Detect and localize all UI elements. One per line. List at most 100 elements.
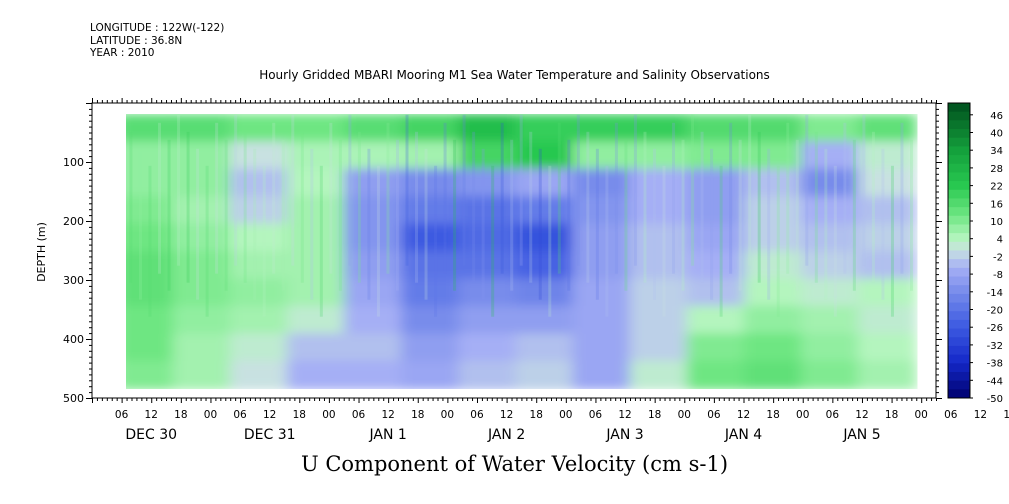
colorbar-band (948, 250, 970, 260)
heatmap-cell (401, 278, 461, 308)
heatmap-cell (229, 196, 290, 226)
colorbar-band (948, 103, 970, 113)
heatmap-cell (686, 141, 746, 171)
heatmap-streak (262, 165, 266, 317)
heatmap-cell (515, 305, 575, 336)
colorbar-band (948, 345, 970, 356)
heatmap-cell (801, 141, 861, 171)
heatmap-cell (344, 114, 404, 144)
heatmap-cell (858, 250, 918, 281)
plot-area (91, 102, 937, 399)
heatmap-streak (795, 139, 799, 291)
heatmap-cell (401, 333, 461, 363)
heatmap-cell (229, 168, 290, 199)
heatmap-cell (515, 360, 575, 389)
heatmap-cell (126, 168, 175, 199)
x-hour-label: 00 (559, 409, 572, 421)
heatmap-cell (458, 141, 518, 171)
colorbar-band (948, 259, 970, 269)
heatmap-cell (743, 278, 804, 308)
heatmap-streak (738, 139, 742, 291)
heatmap-streak (700, 131, 704, 283)
heatmap-cell (458, 196, 518, 226)
x-hour-label: 00 (441, 409, 454, 421)
heatmap-cell (572, 196, 632, 226)
heatmap-cell (401, 223, 461, 253)
heatmap-cell (515, 333, 575, 363)
heatmap-cell (686, 278, 746, 308)
heatmap-cell (743, 305, 804, 336)
colorbar-band (948, 111, 970, 121)
heatmap-cell (229, 278, 290, 308)
chart-title: Hourly Gridded MBARI Mooring M1 Sea Wate… (259, 68, 770, 82)
x-hour-label: 00 (678, 409, 691, 421)
heatmap-streak (453, 139, 457, 291)
heatmap-streak (424, 148, 428, 300)
colorbar-label: -8 (993, 270, 1003, 281)
heatmap-cell (686, 250, 746, 281)
colorbar-label: -32 (987, 341, 1003, 352)
heatmap-streak (557, 122, 561, 274)
heatmap-cell (743, 250, 804, 281)
heatmap-streak (500, 122, 504, 274)
heatmap-streak (367, 148, 371, 300)
heatmap-streak (776, 165, 780, 317)
heatmap-streak (253, 148, 257, 300)
heatmap-streak (576, 114, 580, 266)
heatmap-streak (757, 131, 761, 283)
heatmap-cell (572, 250, 632, 281)
heatmap-cell (344, 305, 404, 336)
colorbar-band (948, 215, 970, 225)
heatmap-streak (605, 165, 609, 317)
heatmap-cell (344, 196, 404, 226)
heatmap-cell (458, 360, 518, 389)
heatmap-streak (862, 114, 866, 266)
heatmap-cell (287, 250, 347, 281)
heatmap-cell (401, 114, 461, 144)
heatmap-cell (629, 114, 689, 144)
heatmap-cell (743, 168, 804, 199)
colorbar-label: 46 (990, 111, 1003, 122)
colorbar: 46 40 34 28 22 16 10 4 -2 -8 -14 -20 -26 -32 -38 -44 -50 (947, 102, 1003, 405)
heatmap-cell (172, 360, 232, 389)
x-hour-label: 06 (352, 409, 366, 421)
heatmap-cell (801, 250, 861, 281)
colorbar-band (948, 146, 970, 156)
heatmap-streak (529, 131, 533, 283)
x-hour-label: 00 (204, 409, 217, 421)
heatmap-streak (434, 165, 438, 317)
heatmap-cell (229, 360, 290, 389)
heatmap-cell (287, 114, 347, 144)
colorbar-band (948, 363, 970, 373)
heatmap-cell (344, 278, 404, 308)
heatmap-cell (458, 278, 518, 308)
heatmap-cell (743, 114, 804, 144)
heatmap-streak (205, 165, 209, 317)
heatmap-cell (572, 305, 632, 336)
heatmap-cell (686, 196, 746, 226)
heatmap-cell (287, 278, 347, 308)
heatmap-cell (686, 114, 746, 144)
heatmap-cell (858, 196, 918, 226)
colorbar-band (948, 163, 970, 173)
heatmap-cell (629, 196, 689, 226)
x-hour-label: 12 (263, 409, 276, 421)
heatmap-streak (691, 114, 695, 266)
heatmap-cell (515, 278, 575, 308)
x-hour-label: 06 (944, 409, 958, 421)
colorbar-band (948, 172, 970, 182)
heatmap-streak (519, 114, 523, 266)
heatmap-cell (572, 360, 632, 389)
latitude-label: LATITUDE : 36.8N (90, 34, 183, 47)
heatmap-streak (729, 122, 733, 274)
heatmap-streak (662, 165, 666, 317)
x-hour-label: 18 (766, 409, 779, 421)
heatmap-cell (572, 168, 632, 199)
x-hour-label: 12 (737, 409, 750, 421)
colorbar-band (948, 380, 970, 390)
heatmap-streak (672, 122, 676, 274)
heatmap-streak (719, 165, 723, 317)
heatmap-cell (458, 114, 518, 144)
heatmap-cell (172, 278, 232, 308)
colorbar-band (948, 389, 970, 399)
